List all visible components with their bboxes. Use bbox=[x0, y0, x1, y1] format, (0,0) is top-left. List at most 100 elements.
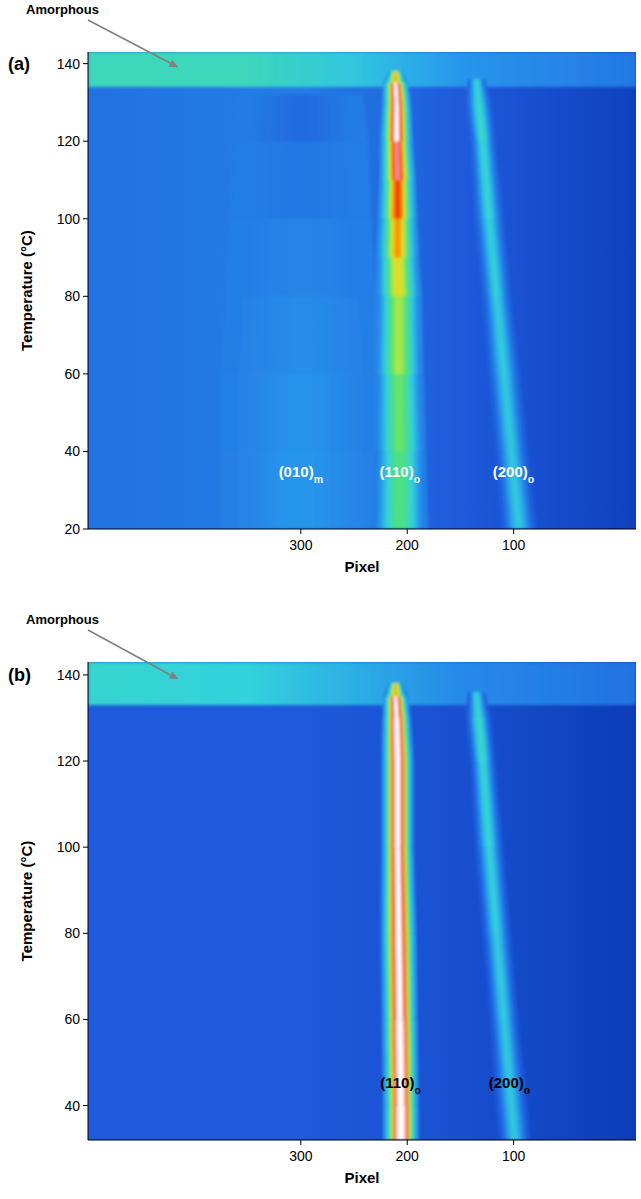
peak-segment bbox=[476, 761, 497, 847]
peak-segment bbox=[385, 933, 414, 1019]
peak-segment bbox=[249, 374, 352, 452]
peak-segment bbox=[384, 258, 414, 297]
y-tick-label: 60 bbox=[64, 1011, 80, 1027]
peak-segment bbox=[389, 71, 403, 83]
peak-segment bbox=[388, 102, 405, 141]
peak-segment bbox=[239, 296, 363, 374]
peak-segment bbox=[496, 1019, 520, 1105]
peak-segment bbox=[482, 296, 520, 374]
x-tick-label: 200 bbox=[396, 1148, 420, 1164]
peak-segment bbox=[494, 933, 506, 1019]
peak-segment bbox=[500, 1019, 516, 1105]
peak-segment bbox=[382, 761, 414, 847]
peak-band bbox=[371, 71, 428, 529]
label-main: (200) bbox=[489, 1074, 524, 1091]
peak-segment bbox=[385, 296, 412, 374]
peak-segment bbox=[275, 141, 327, 219]
peak-segment bbox=[253, 219, 349, 297]
peak-segment bbox=[387, 71, 403, 83]
peak-segment bbox=[395, 180, 401, 219]
peak-segment bbox=[484, 847, 502, 933]
peak-segment bbox=[394, 141, 400, 180]
peak-segment bbox=[392, 761, 404, 847]
peak-segment bbox=[378, 451, 422, 529]
y-tick-label: 40 bbox=[64, 443, 80, 459]
peak-segment bbox=[391, 684, 400, 697]
label-main: (110) bbox=[380, 1074, 414, 1091]
peak-segment bbox=[269, 141, 334, 219]
peak-segment bbox=[473, 761, 500, 847]
y-tick-label: 80 bbox=[64, 288, 80, 304]
peak-segment bbox=[282, 95, 319, 142]
peak-segment bbox=[477, 761, 495, 847]
peak-segment bbox=[476, 141, 497, 219]
label-subscript: o bbox=[524, 1084, 530, 1096]
peak-segment bbox=[473, 79, 483, 102]
peak-segment bbox=[387, 83, 405, 102]
peak-segment bbox=[383, 296, 415, 374]
peak-segment bbox=[385, 761, 410, 847]
peak-segment bbox=[498, 1019, 519, 1105]
peak-segment bbox=[279, 296, 323, 374]
x-tick bbox=[300, 529, 301, 534]
peak-segment bbox=[490, 296, 511, 374]
peak-segment bbox=[391, 933, 408, 1019]
peak-band bbox=[221, 95, 380, 529]
peak-segment bbox=[389, 761, 406, 847]
y-tick-label: 120 bbox=[57, 753, 81, 769]
peak-segment bbox=[484, 219, 502, 297]
peak-segment bbox=[478, 141, 494, 219]
peak-segment bbox=[281, 141, 320, 219]
peak-segment bbox=[475, 102, 486, 141]
peak-segment bbox=[386, 258, 411, 297]
peak-segment bbox=[499, 1106, 527, 1140]
peak-segment bbox=[503, 1106, 524, 1140]
peak-segment bbox=[389, 696, 405, 718]
peak-segment bbox=[382, 1019, 419, 1105]
peak-segment bbox=[502, 1019, 514, 1105]
peak-segment bbox=[385, 718, 410, 761]
peak-segment bbox=[391, 71, 400, 83]
peak-segment bbox=[389, 933, 409, 1019]
peak-segment bbox=[466, 102, 495, 141]
peak-segment bbox=[383, 1106, 418, 1140]
peak-segment bbox=[473, 692, 483, 718]
peak-segment bbox=[279, 451, 323, 529]
peak-segment bbox=[379, 296, 418, 374]
peak-segment bbox=[487, 933, 513, 1019]
x-tick bbox=[513, 529, 514, 534]
peak-label: (110)o bbox=[380, 1074, 421, 1096]
peak-segment bbox=[502, 374, 514, 452]
peak-segment bbox=[381, 258, 417, 297]
peak-segment bbox=[477, 718, 485, 761]
peak-segment bbox=[239, 451, 363, 529]
peak-segment bbox=[478, 761, 494, 847]
intensity-map bbox=[88, 52, 636, 529]
peak-segment bbox=[391, 102, 403, 141]
y-tick-label: 40 bbox=[64, 1098, 80, 1114]
peak-segment bbox=[249, 451, 352, 529]
peak-segment bbox=[479, 761, 493, 847]
peak-segment bbox=[392, 219, 404, 258]
peak-segment bbox=[499, 1019, 518, 1105]
arrow-head bbox=[169, 671, 179, 679]
y-tick bbox=[83, 933, 88, 934]
peak-segment bbox=[383, 684, 408, 697]
peak-segment bbox=[396, 933, 402, 1019]
peak-segment bbox=[262, 141, 339, 219]
peak-segment bbox=[394, 1106, 407, 1140]
peak-segment bbox=[273, 219, 328, 297]
peak-segment bbox=[469, 79, 488, 102]
peak-segment bbox=[479, 141, 493, 219]
peak-segment bbox=[276, 95, 326, 142]
peak-segment bbox=[383, 180, 413, 219]
annotation: Amorphous bbox=[26, 612, 99, 627]
peak-segment bbox=[270, 95, 331, 142]
peak-segment bbox=[388, 141, 407, 180]
peak-segment bbox=[393, 761, 402, 847]
label-subscript: o bbox=[414, 473, 420, 485]
peak-segment bbox=[390, 718, 405, 761]
x-axis-title: Pixel bbox=[344, 558, 379, 575]
peak-segment bbox=[394, 71, 398, 83]
y-tick-label: 20 bbox=[64, 521, 80, 537]
